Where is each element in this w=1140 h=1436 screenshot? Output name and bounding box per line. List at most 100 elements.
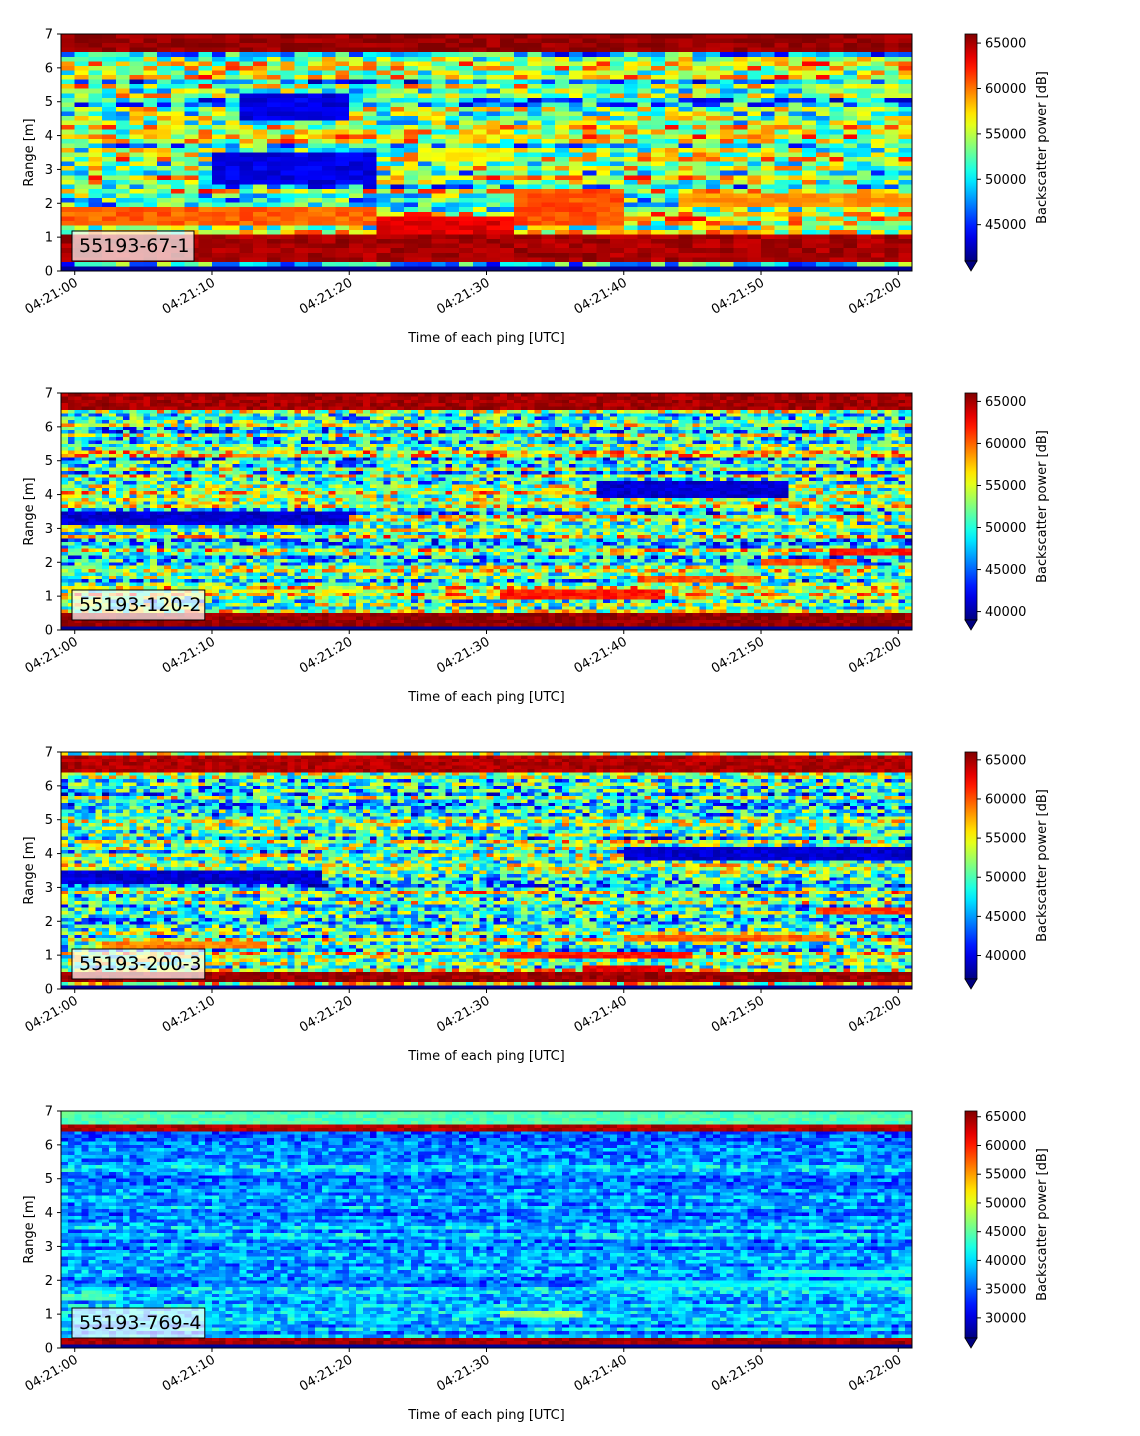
colorbar-tick-label: 35000 (985, 1283, 1026, 1298)
x-tick-label: 04:21:00 (23, 1352, 81, 1394)
heatmap-image (61, 34, 912, 271)
x-tick-label: 04:22:00 (846, 634, 904, 676)
y-tick-label: 7 (45, 28, 53, 43)
colorbar-extend-arrow (964, 260, 978, 272)
x-tick-label: 04:21:50 (709, 275, 767, 317)
colorbar: 40000 45000 50000 55000 60000 65000 Backscatte… (964, 392, 1050, 631)
run-label: 55193-200-3 (79, 953, 202, 975)
x-tick-label: 04:21:10 (160, 634, 218, 676)
y-tick-label: 7 (45, 746, 53, 761)
colorbar-tick-label: 45000 (985, 218, 1026, 233)
y-axis-label: Range [m] (22, 1195, 37, 1263)
y-tick-label: 1 (45, 949, 53, 964)
x-tick-label: 04:21:10 (160, 993, 218, 1035)
x-tick-label: 04:21:20 (297, 634, 355, 676)
x-tick-label: 04:21:30 (434, 1352, 492, 1394)
x-tick-label: 04:21:10 (160, 275, 218, 317)
y-tick-label: 3 (45, 522, 53, 537)
run-label-box (71, 589, 206, 621)
colorbar-tick-label: 65000 (985, 753, 1026, 768)
x-tick-label: 04:21:20 (297, 1352, 355, 1394)
y-tick-label: 4 (45, 488, 53, 503)
x-axis-label: Time of each ping [UTC] (407, 331, 565, 346)
colorbar-tick-label: 60000 (985, 82, 1026, 97)
y-tick-label: 0 (45, 265, 53, 280)
colorbar-extend-arrow (964, 978, 978, 990)
colorbar-extend-arrow (964, 1337, 978, 1349)
x-tick-label: 04:21:30 (434, 275, 492, 317)
run-label-box (71, 1307, 206, 1339)
x-tick-label: 04:21:00 (23, 634, 81, 676)
x-tick-label: 04:21:20 (297, 275, 355, 317)
y-axis-label: Range [m] (22, 118, 37, 186)
x-tick-label: 04:22:00 (846, 1352, 904, 1394)
y-tick-label: 6 (45, 1138, 53, 1153)
x-axis-label: Time of each ping [UTC] (407, 1408, 565, 1423)
y-tick-label: 4 (45, 129, 53, 144)
colorbar-tick-label: 45000 (985, 563, 1026, 578)
x-tick-label: 04:21:40 (572, 634, 630, 676)
x-tick-label: 04:21:40 (572, 275, 630, 317)
x-axis-label: Time of each ping [UTC] (407, 690, 565, 705)
y-tick-label: 1 (45, 1308, 53, 1323)
y-tick-label: 1 (45, 590, 53, 605)
run-label: 55193-769-4 (79, 1312, 202, 1334)
colorbar-label: Backscatter power [dB] (1035, 789, 1050, 942)
colorbar-gradient (964, 33, 978, 262)
colorbar-tick-label: 40000 (985, 949, 1026, 964)
run-label-box (71, 948, 206, 980)
y-tick-label: 0 (45, 624, 53, 639)
colorbar-gradient (964, 392, 978, 621)
run-label: 55193-67-1 (79, 235, 189, 257)
x-tick-label: 04:21:20 (297, 993, 355, 1035)
x-tick-label: 04:21:50 (709, 1352, 767, 1394)
colorbar-tick-label: 50000 (985, 521, 1026, 536)
colorbar-label: Backscatter power [dB] (1035, 430, 1050, 583)
panel-3: 0 1 2 3 4 5 6 7 04:21:00 04:21:10 04:21:20 04:21:30… (22, 746, 1050, 1065)
panel-2: 0 1 2 3 4 5 6 7 04:21:00 04:21:10 04:21:20 04:21:30… (22, 387, 1050, 706)
run-label-box (71, 230, 195, 262)
x-tick-label: 04:21:40 (572, 993, 630, 1035)
y-tick-label: 7 (45, 1105, 53, 1120)
colorbar-gradient (964, 751, 978, 980)
colorbar: 45000 50000 55000 60000 65000 Backscatter pow… (964, 33, 1050, 272)
y-tick-label: 5 (45, 813, 53, 828)
panel-4: 0 1 2 3 4 5 6 7 04:21:00 04:21:10 04:21:20 04:21:30… (22, 1105, 1050, 1424)
x-tick-label: 04:21:00 (23, 993, 81, 1035)
x-tick-label: 04:21:50 (709, 634, 767, 676)
colorbar-tick-label: 65000 (985, 1110, 1026, 1125)
y-tick-label: 5 (45, 454, 53, 469)
colorbar-tick-label: 45000 (985, 910, 1026, 925)
y-tick-label: 4 (45, 847, 53, 862)
y-tick-label: 3 (45, 881, 53, 896)
x-tick-label: 04:21:30 (434, 993, 492, 1035)
x-tick-label: 04:22:00 (846, 993, 904, 1035)
y-tick-label: 6 (45, 420, 53, 435)
y-tick-label: 2 (45, 915, 53, 930)
x-tick-label: 04:21:10 (160, 1352, 218, 1394)
x-tick-label: 04:21:40 (572, 1352, 630, 1394)
colorbar-label: Backscatter power [dB] (1035, 71, 1050, 224)
y-tick-label: 0 (45, 1342, 53, 1357)
colorbar-tick-label: 50000 (985, 1196, 1026, 1211)
colorbar-tick-label: 60000 (985, 792, 1026, 807)
x-tick-label: 04:21:00 (23, 275, 81, 317)
y-tick-label: 6 (45, 779, 53, 794)
colorbar-tick-label: 50000 (985, 173, 1026, 188)
y-tick-label: 5 (45, 95, 53, 110)
y-tick-label: 4 (45, 1206, 53, 1221)
colorbar-tick-label: 40000 (985, 605, 1026, 620)
y-tick-label: 0 (45, 983, 53, 998)
y-axis-label: Range [m] (22, 836, 37, 904)
y-tick-label: 7 (45, 387, 53, 402)
colorbar-tick-label: 40000 (985, 1254, 1026, 1269)
y-tick-label: 3 (45, 1240, 53, 1255)
x-axis-label: Time of each ping [UTC] (407, 1049, 565, 1064)
y-tick-label: 5 (45, 1172, 53, 1187)
x-tick-label: 04:21:30 (434, 634, 492, 676)
y-tick-label: 2 (45, 556, 53, 571)
colorbar-gradient (964, 1110, 978, 1339)
run-label: 55193-120-2 (79, 594, 202, 616)
y-tick-label: 2 (45, 1274, 53, 1289)
